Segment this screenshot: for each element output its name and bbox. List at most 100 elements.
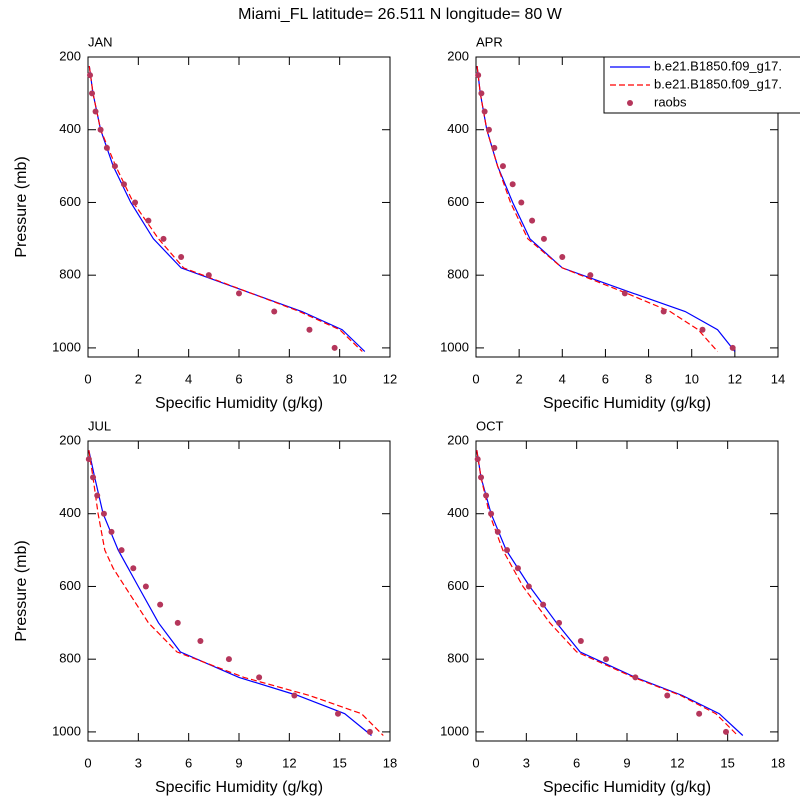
raob-point: [577, 638, 584, 644]
raob-point: [132, 199, 139, 206]
raob-point: [514, 565, 521, 572]
raob-point: [291, 692, 298, 699]
y-tick-label: 800: [59, 267, 81, 282]
y-tick-label: 600: [59, 578, 81, 593]
raob-point: [225, 656, 232, 663]
raob-point: [92, 108, 99, 115]
x-tick-label: 4: [185, 371, 192, 386]
x-tick-label: 14: [771, 371, 785, 386]
raob-point: [603, 656, 610, 663]
raob-point: [540, 235, 547, 242]
y-tick-label: 400: [447, 505, 469, 520]
raob-point: [660, 308, 667, 315]
y-tick-label: 400: [59, 121, 81, 136]
raob-point: [205, 272, 212, 279]
x-tick-label: 0: [84, 371, 91, 386]
raob-point: [178, 254, 185, 260]
model-line: [88, 450, 384, 736]
x-tick-label: 18: [771, 755, 785, 770]
raob-point: [256, 674, 263, 681]
y-axis-label: Pressure (mb): [13, 540, 30, 641]
y-tick-label: 1000: [440, 723, 469, 738]
raob-point: [664, 692, 671, 699]
raob-point: [142, 583, 149, 590]
raob-point: [306, 326, 313, 333]
raob-point: [556, 619, 563, 626]
y-tick-label: 800: [447, 651, 469, 666]
raob-point: [145, 217, 152, 224]
raob-point: [518, 199, 525, 206]
x-tick-label: 10: [684, 371, 698, 386]
x-axis-label: Specific Humidity (g/kg): [155, 395, 323, 412]
raob-point: [271, 308, 278, 315]
x-tick-label: 9: [235, 755, 242, 770]
raob-point: [120, 181, 127, 188]
x-tick-label: 2: [135, 371, 142, 386]
panel-title: OCT: [476, 418, 504, 433]
x-tick-label: 18: [383, 755, 397, 770]
raob-point: [696, 710, 703, 717]
y-tick-label: 1000: [52, 339, 81, 354]
x-tick-label: 15: [332, 755, 346, 770]
panel-title: JUL: [88, 418, 111, 433]
plot-frame: [87, 440, 391, 742]
raob-point: [108, 528, 115, 535]
raob-point: [478, 474, 485, 481]
raob-point: [494, 528, 501, 535]
raob-point: [174, 619, 181, 626]
x-tick-label: 12: [670, 755, 684, 770]
legend-marker: [627, 100, 633, 106]
raob-point: [90, 474, 97, 481]
raob-point: [160, 235, 167, 242]
legend-label: b.e21.B1850.f09_g17.: [654, 76, 782, 91]
raob-point: [729, 344, 736, 351]
model-line: [476, 66, 736, 352]
y-axis-label: Pressure (mb): [13, 156, 30, 257]
legend-label: raobs: [654, 94, 687, 109]
model-line: [476, 450, 744, 736]
y-tick-label: 200: [447, 432, 469, 447]
y-tick-label: 600: [447, 578, 469, 593]
raob-point: [94, 492, 101, 499]
raob-point: [499, 163, 506, 170]
raob-point: [236, 290, 242, 297]
raob-point: [632, 674, 639, 681]
x-tick-label: 6: [602, 371, 609, 386]
x-tick-label: 0: [472, 371, 479, 386]
model-line: [88, 66, 366, 352]
raob-point: [587, 272, 594, 279]
raob-point: [366, 728, 373, 735]
x-axis-label: Specific Humidity (g/kg): [155, 779, 323, 796]
raob-point: [485, 126, 492, 133]
raob-point: [481, 108, 488, 115]
raob-point: [100, 510, 107, 517]
figure-title: Miami_FL latitude= 26.511 N longitude= 8…: [238, 6, 563, 23]
x-tick-label: 0: [472, 755, 479, 770]
raob-point: [87, 72, 94, 79]
model-line: [476, 66, 719, 352]
raob-point: [509, 181, 516, 188]
raob-point: [540, 601, 547, 608]
x-tick-label: 6: [235, 371, 242, 386]
y-tick-label: 600: [59, 194, 81, 209]
panel-title: JAN: [88, 34, 113, 49]
y-tick-label: 200: [59, 432, 81, 447]
raob-point: [722, 728, 729, 735]
x-tick-label: 6: [185, 755, 192, 770]
x-tick-label: 9: [623, 755, 630, 770]
raob-point: [491, 144, 498, 151]
panel: JUL 200 400 600 800 1000 0 3 6 9 12 15 18 Specific Hu…: [13, 418, 397, 796]
raob-point: [504, 547, 511, 554]
raob-point: [483, 492, 490, 499]
y-tick-label: 400: [59, 505, 81, 520]
raob-point: [118, 547, 125, 554]
x-tick-label: 2: [516, 371, 523, 386]
x-tick-label: 12: [383, 371, 397, 386]
raob-point: [525, 583, 532, 590]
legend-label: b.e21.B1850.f09_g17.: [654, 58, 782, 73]
x-axis-label: Specific Humidity (g/kg): [543, 395, 711, 412]
model-line: [88, 66, 363, 352]
raob-point: [197, 638, 204, 644]
x-tick-label: 0: [84, 755, 91, 770]
